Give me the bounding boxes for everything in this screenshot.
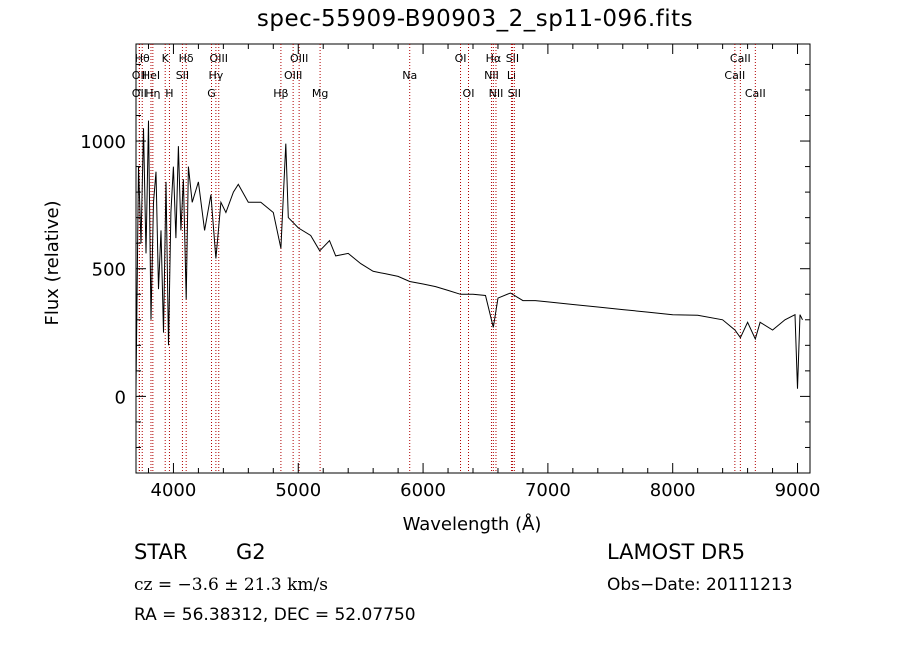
spectral-line-label: SII [176,69,189,82]
spectral-line-label: CaII [730,52,751,65]
spectral-line-label: CaII [745,87,766,100]
ra-dec-coordinates: RA = 56.38312, DEC = 52.07750 [134,605,416,625]
spectral-line-label: K [162,52,170,65]
spectral-line-label: Li [507,69,516,82]
spectral-line-label: G [207,87,216,100]
spectral-line-label: SII [508,87,521,100]
x-tick-label: 4000 [151,480,197,501]
spectral-line-label: Hθ [135,52,150,65]
spectral-line-label: Na [402,69,417,82]
spectral-line-label: NII [489,87,504,100]
x-axis-label: Wavelength (Å) [403,513,542,535]
spectral-line-label: H [165,87,173,100]
spectral-line-label: OIII [290,52,308,65]
spectral-line-label: Hδ [179,52,194,65]
x-tick-label: 7000 [525,480,571,501]
axis-ticks: 4000 5000 6000 7000 8000 9000 0 500 1000 [80,44,820,501]
spectral-line-label: HeI [142,69,160,82]
x-tick-label: 8000 [650,480,696,501]
survey-name: LAMOST DR5 [607,540,746,564]
x-tick-label: 6000 [400,480,446,501]
spectral-line-label: OI [463,87,475,100]
spectral-line-label: OII [132,69,147,82]
spectral-line-label: Hγ [208,69,223,82]
redshift-velocity: cz = −3.6 ± 21.3 km/s [134,575,328,595]
spectral-line-label: OI [455,52,467,65]
spectral-line-label: OIII [210,52,228,65]
spectral-line-label: SII [506,52,519,65]
object-subclass: G2 [236,540,266,564]
y-axis-label: Flux (relative) [42,200,63,325]
y-tick-label: 500 [92,260,126,281]
observation-date: Obs−Date: 20111213 [607,575,793,595]
chart-title: spec-55909-B90903_2_sp11-096.fits [256,6,694,32]
spectral-line-label: Mg [312,87,328,100]
spectral-line-label: OIII [284,69,302,82]
spectral-line-label: Hη [145,87,160,100]
x-tick-label: 5000 [275,480,321,501]
y-tick-label: 1000 [80,132,126,153]
spectrum-line [135,120,803,389]
plot-axes [135,43,811,474]
y-tick-label: 0 [115,387,126,408]
object-class: STAR [134,540,188,564]
x-tick-label: 9000 [775,480,821,501]
spectral-line-label: OII [132,87,147,100]
spectral-line-label: CaII [724,69,745,82]
spectrum-series [135,120,803,389]
spectral-line-label: Hβ [273,87,288,100]
spectral-line-label: Hα [486,52,502,65]
plot-frame [135,43,811,474]
spectral-line-label: NII [484,69,499,82]
